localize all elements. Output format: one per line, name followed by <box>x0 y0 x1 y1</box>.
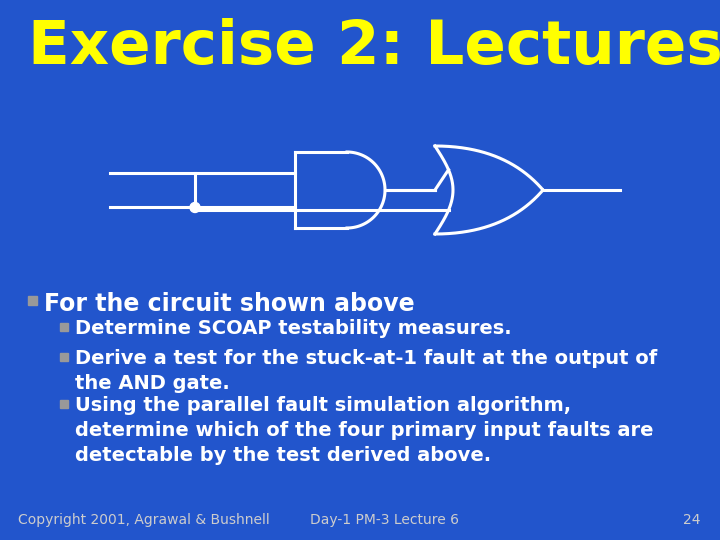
Bar <box>60 323 68 331</box>
Bar <box>60 400 68 408</box>
Text: For the circuit shown above: For the circuit shown above <box>44 292 415 316</box>
Circle shape <box>190 202 200 212</box>
Text: Day-1 PM-3 Lecture 6: Day-1 PM-3 Lecture 6 <box>310 513 459 527</box>
Text: Using the parallel fault simulation algorithm,
determine which of the four prima: Using the parallel fault simulation algo… <box>75 396 654 465</box>
Bar <box>60 353 68 361</box>
Text: Exercise 2: Lectures 4-6: Exercise 2: Lectures 4-6 <box>28 18 720 77</box>
Text: Derive a test for the stuck-at-1 fault at the output of
the AND gate.: Derive a test for the stuck-at-1 fault a… <box>75 349 657 393</box>
Text: Copyright 2001, Agrawal & Bushnell: Copyright 2001, Agrawal & Bushnell <box>18 513 270 527</box>
Text: Determine SCOAP testability measures.: Determine SCOAP testability measures. <box>75 319 512 338</box>
Text: 24: 24 <box>683 513 700 527</box>
Bar <box>28 296 37 305</box>
